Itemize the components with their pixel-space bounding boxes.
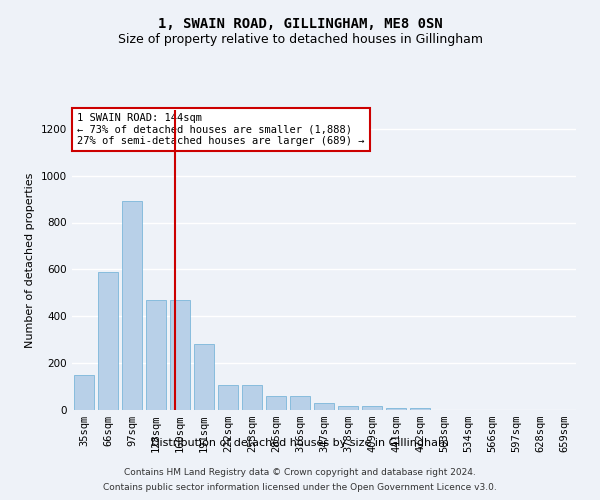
Bar [122, 202, 142, 410]
Y-axis label: Number of detached properties: Number of detached properties [25, 172, 35, 348]
Bar [170, 300, 190, 410]
Bar [74, 375, 94, 410]
Bar [266, 396, 286, 410]
Text: Contains HM Land Registry data © Crown copyright and database right 2024.: Contains HM Land Registry data © Crown c… [124, 468, 476, 477]
Text: Size of property relative to detached houses in Gillingham: Size of property relative to detached ho… [118, 32, 482, 46]
Bar [362, 406, 382, 410]
Text: 1, SWAIN ROAD, GILLINGHAM, ME8 0SN: 1, SWAIN ROAD, GILLINGHAM, ME8 0SN [158, 18, 442, 32]
Bar [314, 404, 334, 410]
Text: Distribution of detached houses by size in Gillingham: Distribution of detached houses by size … [151, 438, 449, 448]
Bar [98, 272, 118, 410]
Bar [386, 408, 406, 410]
Text: Contains public sector information licensed under the Open Government Licence v3: Contains public sector information licen… [103, 483, 497, 492]
Bar [338, 406, 358, 410]
Text: 1 SWAIN ROAD: 144sqm
← 73% of detached houses are smaller (1,888)
27% of semi-de: 1 SWAIN ROAD: 144sqm ← 73% of detached h… [77, 113, 365, 146]
Bar [146, 300, 166, 410]
Bar [242, 386, 262, 410]
Bar [410, 408, 430, 410]
Bar [194, 344, 214, 410]
Bar [218, 386, 238, 410]
Bar [290, 396, 310, 410]
